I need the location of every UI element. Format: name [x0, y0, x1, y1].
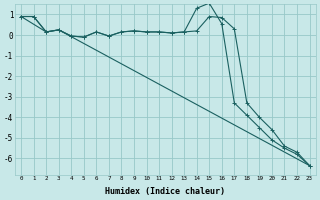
X-axis label: Humidex (Indice chaleur): Humidex (Indice chaleur)	[105, 187, 225, 196]
